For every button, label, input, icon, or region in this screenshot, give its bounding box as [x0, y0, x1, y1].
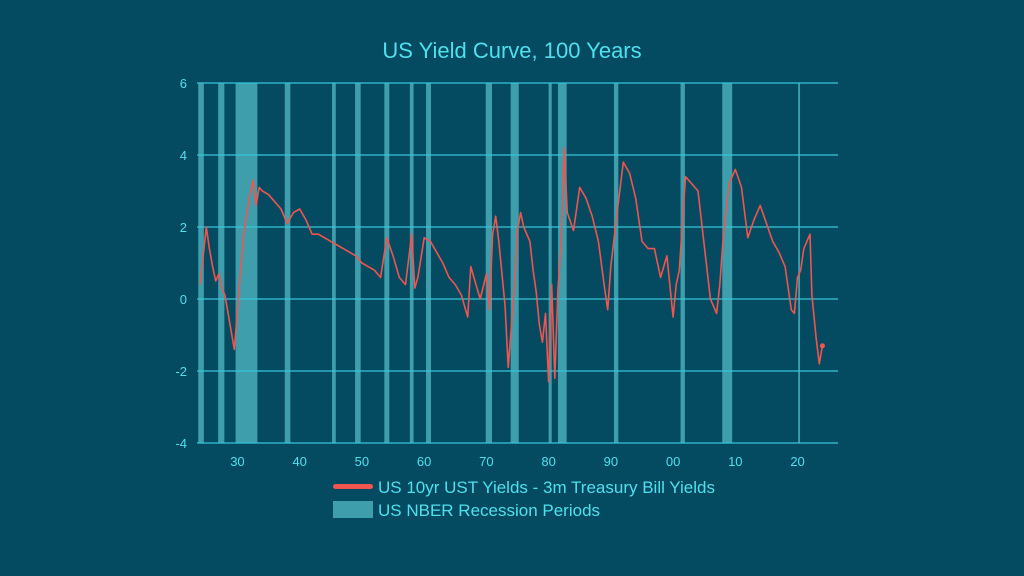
- x-tick-label: 00: [666, 454, 680, 469]
- recession-band-3: [284, 83, 291, 443]
- legend-label-yield-spread: US 10yr UST Yields - 3m Treasury Bill Yi…: [378, 478, 715, 497]
- y-tick-label: -2: [175, 364, 187, 379]
- recession-band-1: [218, 83, 225, 443]
- y-tick-label: -4: [175, 436, 187, 451]
- legend-recession-swatch: [333, 501, 373, 518]
- recession-band-4: [332, 83, 336, 443]
- recession-band-11: [548, 83, 552, 443]
- recession-band-7: [409, 83, 414, 443]
- recession-band-0: [198, 83, 204, 443]
- legend: US 10yr UST Yields - 3m Treasury Bill Yi…: [333, 478, 715, 520]
- recession-band-16: [798, 83, 801, 443]
- recession-band-13: [613, 83, 619, 443]
- recession-bands: [198, 83, 801, 443]
- x-tick-label: 40: [292, 454, 306, 469]
- recession-band-15: [722, 83, 733, 443]
- series-end-point: [819, 343, 825, 349]
- chart-title: US Yield Curve, 100 Years: [382, 38, 641, 63]
- series-layer: [199, 147, 825, 383]
- recession-band-8: [426, 83, 431, 443]
- recession-band-5: [355, 83, 361, 443]
- recession-band-9: [485, 83, 492, 443]
- recession-band-10: [510, 83, 519, 443]
- recession-band-12: [557, 83, 567, 443]
- y-tick-label: 4: [180, 148, 187, 163]
- x-tick-label: 20: [790, 454, 804, 469]
- x-tick-label: 10: [728, 454, 742, 469]
- recession-band-6: [384, 83, 390, 443]
- x-tick-label: 90: [604, 454, 618, 469]
- legend-label-recession: US NBER Recession Periods: [378, 501, 600, 520]
- x-tick-label: 80: [541, 454, 555, 469]
- x-tick-label: 70: [479, 454, 493, 469]
- recession-band-2: [235, 83, 258, 443]
- y-axis-ticks: -4 -2 0 2 4 6: [175, 76, 187, 451]
- x-tick-label: 30: [230, 454, 244, 469]
- y-tick-label: 2: [180, 220, 187, 235]
- y-tick-label: 6: [180, 76, 187, 91]
- legend-line-swatch: [333, 484, 373, 489]
- series-line-yield-spread: [199, 147, 824, 383]
- x-tick-label: 50: [355, 454, 369, 469]
- gridlines: [197, 82, 838, 444]
- y-tick-label: 0: [180, 292, 187, 307]
- x-axis-ticks: 30 40 50 60 70 80 90 00 10 20: [230, 454, 805, 469]
- recession-band-14: [680, 83, 685, 443]
- x-tick-label: 60: [417, 454, 431, 469]
